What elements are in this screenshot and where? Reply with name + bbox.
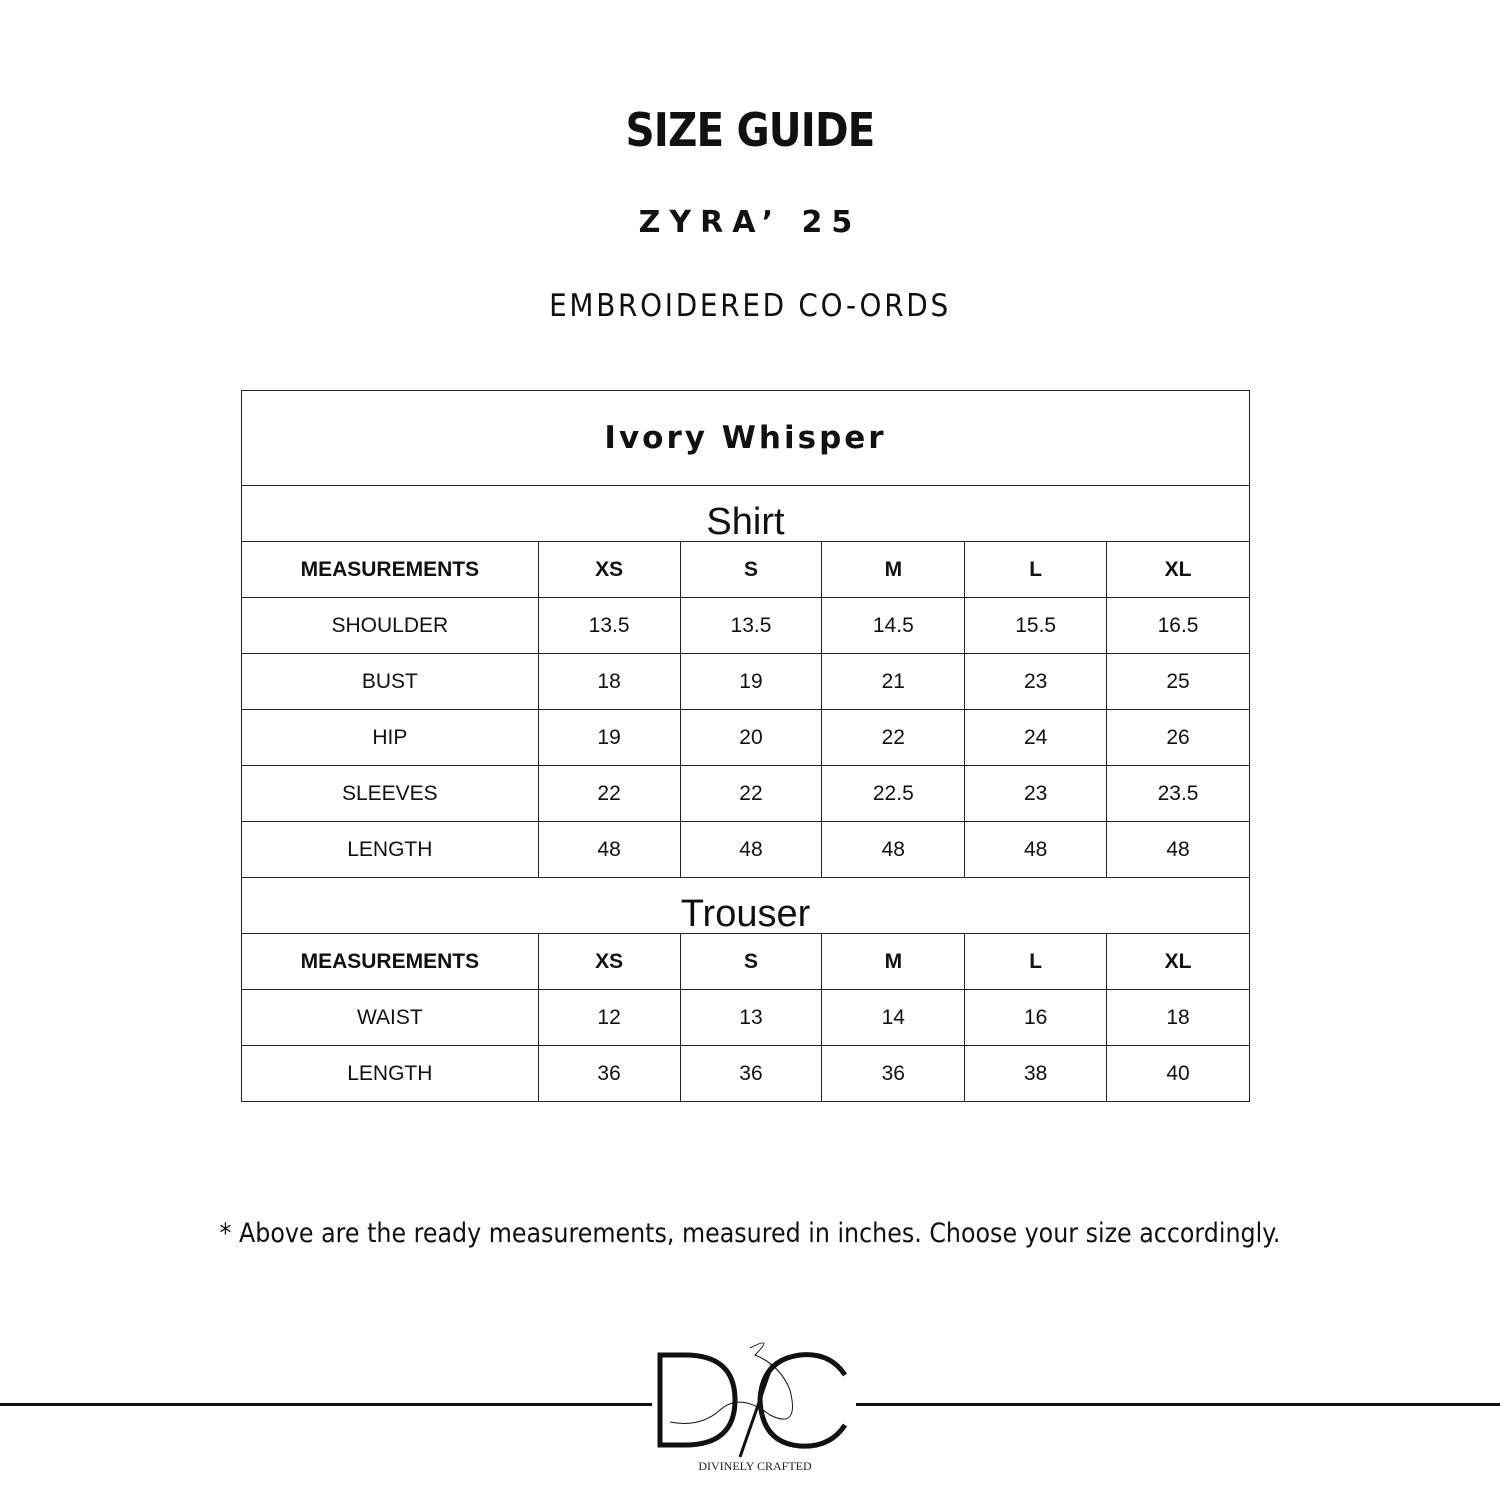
column-header: L <box>964 541 1108 598</box>
column-header: MEASUREMENTS <box>241 541 539 598</box>
size-value: 36 <box>821 1045 966 1102</box>
column-header: S <box>679 541 823 598</box>
size-value: 15.5 <box>964 597 1108 654</box>
measurement-label: SLEEVES <box>241 765 539 822</box>
category-name: EMBROIDERED CO-ORDS <box>549 288 951 324</box>
collection-name: ZYRA’ 25 <box>638 205 862 240</box>
size-value: 36 <box>679 1045 823 1102</box>
size-value: 13.5 <box>537 597 681 654</box>
table-row: HIP 19 20 22 24 26 <box>241 709 1250 766</box>
column-header: L <box>964 933 1108 990</box>
size-value: 13.5 <box>679 597 823 654</box>
size-value: 18 <box>537 653 681 710</box>
size-value: 24 <box>964 709 1108 766</box>
measurement-note: * Above are the ready measurements, meas… <box>219 1218 1281 1249</box>
table-row: LENGTH 36 36 36 38 40 <box>241 1045 1250 1102</box>
column-header: XS <box>537 933 681 990</box>
size-value: 48 <box>679 821 823 878</box>
divider-left <box>0 1403 652 1406</box>
size-value: 14.5 <box>821 597 966 654</box>
size-value: 22 <box>537 765 681 822</box>
size-value: 48 <box>964 821 1108 878</box>
size-value: 48 <box>537 821 681 878</box>
measurement-label: BUST <box>241 653 539 710</box>
measurement-label: LENGTH <box>241 1045 539 1102</box>
size-value: 40 <box>1106 1045 1250 1102</box>
table-row: LENGTH 48 48 48 48 48 <box>241 821 1250 878</box>
table-row: SLEEVES 22 22 22.5 23 23.5 <box>241 765 1250 822</box>
size-value: 26 <box>1106 709 1250 766</box>
size-value: 25 <box>1106 653 1250 710</box>
size-value: 48 <box>1106 821 1250 878</box>
size-value: 12 <box>537 989 681 1046</box>
column-header: XL <box>1106 541 1250 598</box>
size-value: 48 <box>821 821 966 878</box>
size-value: 21 <box>821 653 966 710</box>
size-value: 36 <box>537 1045 681 1102</box>
size-value: 19 <box>537 709 681 766</box>
column-header: M <box>821 541 966 598</box>
table-row: BUST 18 19 21 23 25 <box>241 653 1250 710</box>
size-value: 22.5 <box>821 765 966 822</box>
measurement-label: WAIST <box>241 989 539 1046</box>
section-title: Trouser <box>241 877 1250 934</box>
table-header-row: MEASUREMENTS XS S M L XL <box>241 933 1250 990</box>
column-header: S <box>679 933 823 990</box>
size-value: 14 <box>821 989 966 1046</box>
table-header-row: MEASUREMENTS XS S M L XL <box>241 541 1250 598</box>
size-value: 16.5 <box>1106 597 1250 654</box>
measurement-label: LENGTH <box>241 821 539 878</box>
table-row: SHOULDER 13.5 13.5 14.5 15.5 16.5 <box>241 597 1250 654</box>
size-value: 18 <box>1106 989 1250 1046</box>
size-value: 23 <box>964 653 1108 710</box>
column-header: XL <box>1106 933 1250 990</box>
divider-right <box>856 1403 1500 1406</box>
column-header: MEASUREMENTS <box>241 933 539 990</box>
size-value: 22 <box>679 765 823 822</box>
size-table: Ivory Whisper Shirt MEASUREMENTS XS S M L XL SHO… <box>241 390 1250 1102</box>
measurement-label: SHOULDER <box>241 597 539 654</box>
size-value: 13 <box>679 989 823 1046</box>
size-value: 38 <box>964 1045 1108 1102</box>
table-row: WAIST 12 13 14 16 18 <box>241 989 1250 1046</box>
size-value: 23.5 <box>1106 765 1250 822</box>
page-title: SIZE GUIDE <box>625 103 876 157</box>
section-title: Shirt <box>241 485 1250 542</box>
size-value: 20 <box>679 709 823 766</box>
product-name: Ivory Whisper <box>241 390 1250 486</box>
size-value: 19 <box>679 653 823 710</box>
size-value: 16 <box>964 989 1108 1046</box>
size-value: 23 <box>964 765 1108 822</box>
column-header: M <box>821 933 966 990</box>
size-value: 22 <box>821 709 966 766</box>
column-header: XS <box>537 541 681 598</box>
logo-tagline: DIVINELY CRAFTED <box>698 1459 812 1473</box>
measurement-label: HIP <box>241 709 539 766</box>
divinely-crafted-logo: DIVINELY CRAFTED <box>657 1342 848 1473</box>
